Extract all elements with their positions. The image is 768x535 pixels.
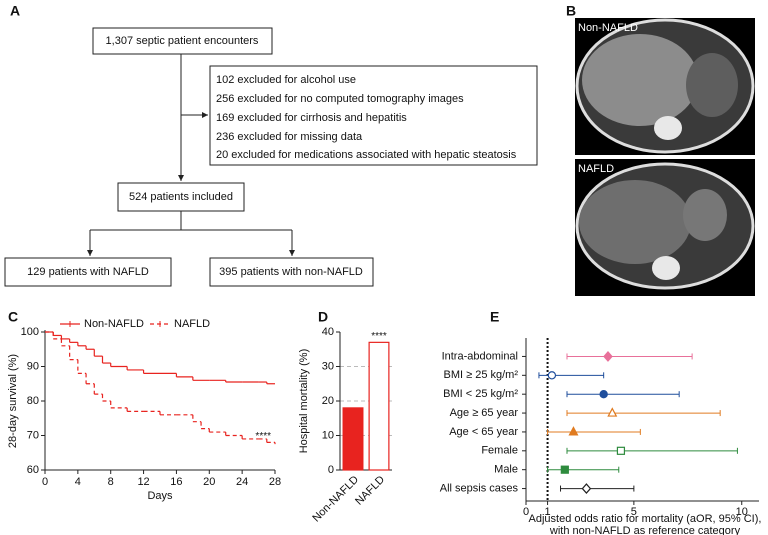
x-tick-label: 8 (108, 476, 114, 488)
flow-text: 20 excluded for medications associated w… (216, 149, 517, 161)
annotation: **** (371, 331, 387, 342)
y-tick-label: Intra-abdominal (442, 350, 518, 362)
y-tick-label: 40 (322, 326, 334, 338)
flow-text: 395 patients with non-NAFLD (219, 266, 363, 278)
annotation: **** (255, 431, 271, 442)
x-tick-label: 20 (203, 476, 215, 488)
image-label: NAFLD (578, 163, 614, 175)
x-tick-label: 4 (75, 476, 81, 488)
y-tick-label: 70 (27, 429, 39, 441)
survival-curve (45, 331, 275, 385)
y-tick-label: Age < 65 year (449, 426, 518, 438)
flow-text: 169 excluded for cirrhosis and hepatitis (216, 112, 407, 124)
y-tick-label: 20 (322, 395, 334, 407)
point (568, 426, 579, 436)
point (599, 389, 608, 399)
point (607, 407, 618, 417)
point (616, 446, 626, 455)
panel-label: C (8, 309, 18, 325)
y-tick-label: 90 (27, 360, 39, 372)
point (603, 351, 613, 362)
flow-text: 129 patients with NAFLD (27, 266, 149, 278)
panel-label: B (566, 3, 576, 19)
x-axis-label: with non-NAFLD as reference category (549, 525, 741, 535)
x-tick-label: 12 (137, 476, 149, 488)
ct-image: NAFLD (575, 159, 755, 296)
x-tick-label: 5 (631, 506, 637, 518)
y-tick-label: 100 (21, 326, 39, 338)
bar (368, 341, 390, 471)
y-tick-label: 60 (27, 464, 39, 476)
y-tick-label: All sepsis cases (440, 482, 519, 494)
x-tick-label: 1 (545, 506, 551, 518)
x-tick-label: 0 (42, 476, 48, 488)
flow-box (209, 257, 374, 287)
flow-box (4, 257, 172, 287)
flow-text: 102 excluded for alcohol use (216, 74, 356, 86)
y-tick-label: 0 (328, 464, 334, 476)
image-label: Non-NAFLD (578, 22, 638, 34)
panel-label: A (10, 3, 20, 19)
y-axis-label: Hospital mortality (%) (298, 349, 310, 454)
flow-text: 236 excluded for missing data (216, 131, 363, 143)
x-tick-label: 16 (170, 476, 182, 488)
point (581, 483, 592, 494)
y-tick-label: 80 (27, 395, 39, 407)
legend-label: Non-NAFLD (84, 318, 144, 330)
x-tick-label: 10 (736, 506, 748, 518)
flow-box (117, 182, 245, 212)
point (547, 371, 557, 380)
x-tick-label: NAFLD (353, 474, 387, 508)
y-tick-label: BMI < 25 kg/m² (443, 388, 518, 400)
y-tick-label: Age ≥ 65 year (450, 407, 519, 419)
y-tick-label: 30 (322, 360, 334, 372)
legend-label: NAFLD (174, 318, 210, 330)
x-axis-label: Days (147, 490, 173, 502)
point (560, 465, 569, 474)
x-axis-label: Adjusted odds ratio for mortality (aOR, … (529, 513, 762, 525)
ct-image: Non-NAFLD (575, 18, 755, 155)
flow-text: 256 excluded for no computed tomography … (216, 93, 464, 105)
flow-text: 1,307 septic patient encounters (106, 35, 259, 47)
survival-curve (45, 331, 276, 445)
y-tick-label: Male (494, 464, 518, 476)
y-tick-label: 10 (322, 429, 334, 441)
y-tick-label: BMI ≥ 25 kg/m² (444, 369, 519, 381)
flow-box (92, 27, 273, 55)
y-axis-label: 28-day survival (%) (7, 354, 19, 448)
bar (342, 407, 364, 471)
flow-box (209, 65, 538, 166)
y-tick-label: Female (481, 445, 518, 457)
panel-label: D (318, 309, 328, 325)
flow-text: 524 patients included (129, 191, 233, 203)
x-tick-label: 24 (236, 476, 248, 488)
panel-label: E (490, 309, 499, 325)
x-tick-label: 0 (523, 506, 529, 518)
x-tick-label: 28 (269, 476, 281, 488)
